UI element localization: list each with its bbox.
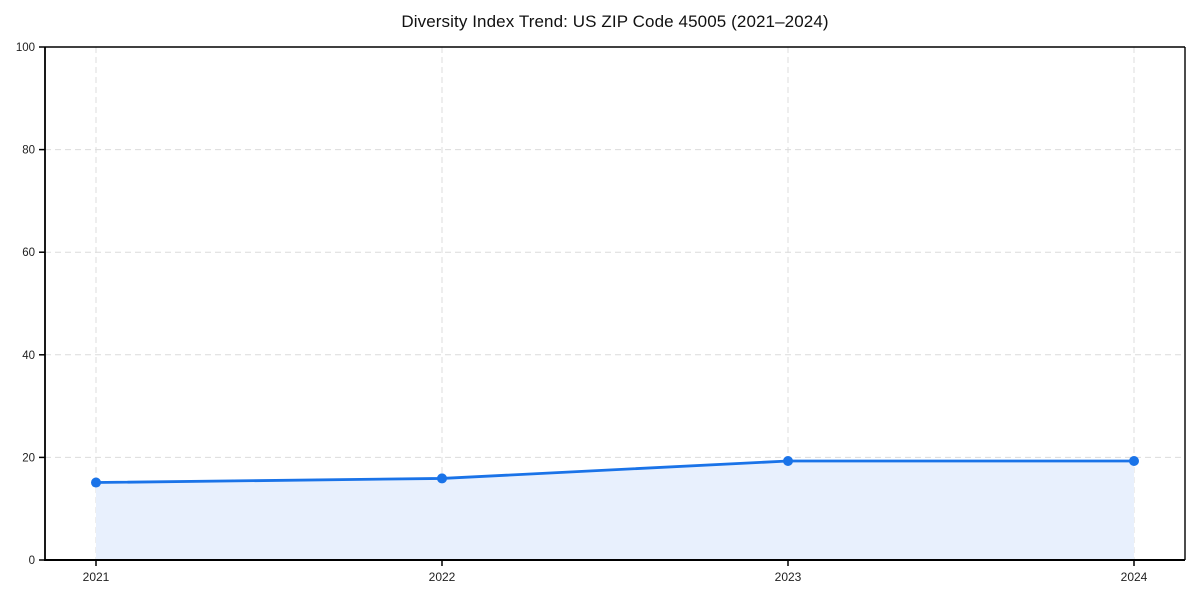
y-tick-label: 0 xyxy=(29,555,35,567)
y-tick-label: 60 xyxy=(22,247,35,259)
data-point-2023 xyxy=(783,455,793,466)
chart-title: Diversity Index Trend: US ZIP Code 45005… xyxy=(401,12,829,31)
y-tick-label: 20 xyxy=(22,452,35,464)
data-point-2024 xyxy=(1129,455,1139,466)
data-point-2022 xyxy=(437,473,447,484)
x-tick-label: 2021 xyxy=(83,570,110,584)
y-tick-label: 40 xyxy=(22,350,35,362)
y-tick-label: 80 xyxy=(22,145,35,157)
trend-line xyxy=(94,459,1136,484)
area-fill xyxy=(96,460,1134,560)
x-tick-label: 2023 xyxy=(775,570,802,584)
x-tick-label: 2024 xyxy=(1121,570,1148,584)
x-tick-label: 2022 xyxy=(429,570,456,584)
y-tick-label: 100 xyxy=(16,42,35,54)
data-point-2021 xyxy=(91,477,101,488)
